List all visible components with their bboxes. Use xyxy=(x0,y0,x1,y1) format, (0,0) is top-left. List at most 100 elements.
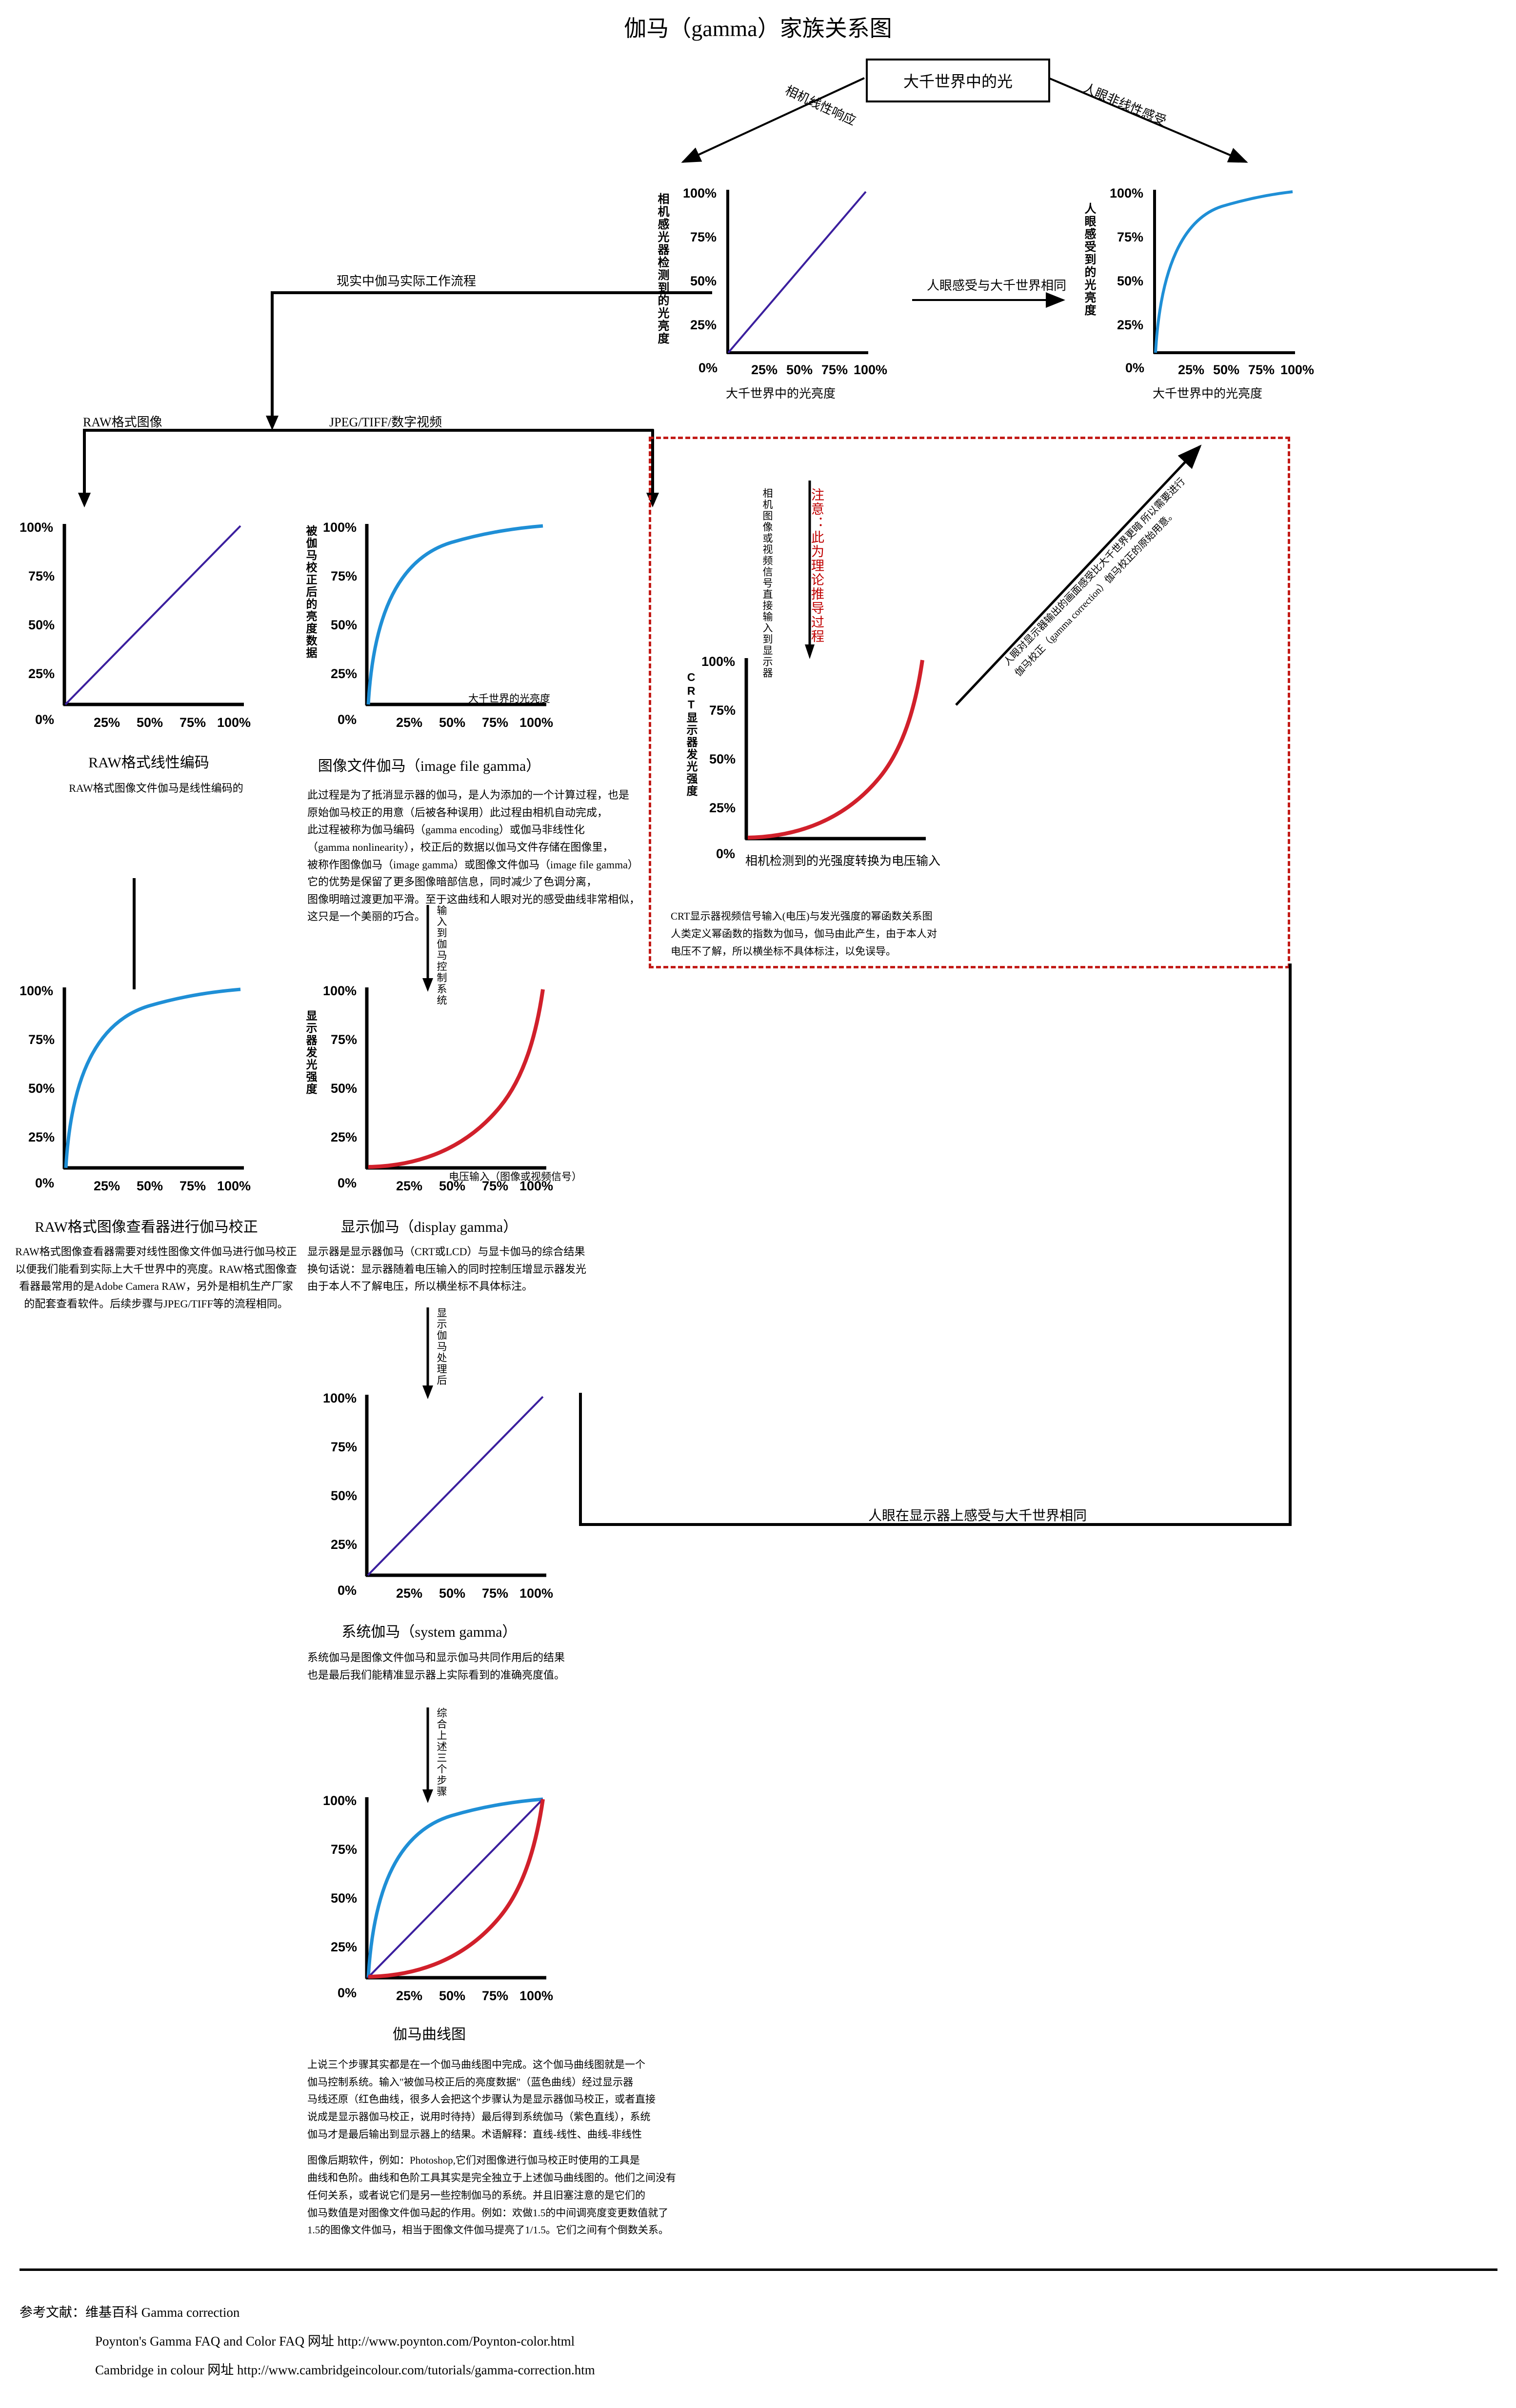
combined-xtick-50: 50% xyxy=(439,1988,466,2003)
system-body-line-1: 也是最后我们能精准显示器上实际看到的准确亮度值。 xyxy=(307,1668,565,1681)
camera-signal-direct-label: 相机图像或视频信号直接输入到显示器 xyxy=(761,488,773,679)
imgfile-ytick-75: 75% xyxy=(331,569,358,583)
combined-body-line-1: 伽马控制系统。输入"被伽马校正后的亮度数据"（蓝色曲线）经过显示器 xyxy=(307,2076,634,2088)
system-ytick-0: 0% xyxy=(338,1583,357,1598)
eye-xtick-75: 75% xyxy=(1248,362,1275,377)
imgfile-ytick-50: 50% xyxy=(331,618,358,632)
rawlin-ytick-0: 0% xyxy=(35,712,55,727)
imgfile-ytick-25: 25% xyxy=(331,666,358,681)
combined-body-line-10: 1.5的图像文件伽马，相当于图像文件伽马提亮了1/1.5。它们之间有个倒数关系。 xyxy=(307,2224,669,2236)
display-xtick-50: 50% xyxy=(439,1179,466,1193)
crt-ytick-50: 50% xyxy=(709,752,736,766)
crt-plot xyxy=(744,658,926,841)
system-ytick-75: 75% xyxy=(331,1440,358,1454)
eye-ytick-100: 100% xyxy=(1110,186,1144,201)
combined-body-line-2: 马线还原（红色曲线，很多人会把这个步骤认为是显示器伽马校正，或者直接 xyxy=(307,2093,656,2106)
branch-jpeg-label: JPEG/TIFF/数字视频 xyxy=(329,415,442,429)
system-plot xyxy=(365,1395,546,1577)
camera-xtick-75: 75% xyxy=(821,362,848,377)
camera-xtick-100: 100% xyxy=(854,362,888,377)
rawview-ytick-0: 0% xyxy=(35,1176,55,1190)
image-file-body-line-3: （gamma nonlinearity），校正后的数据以伽马文件存储在图像里， xyxy=(307,841,614,853)
imgfile-ytick-0: 0% xyxy=(338,712,357,727)
display-xtick-75: 75% xyxy=(482,1179,509,1193)
eye-xtick-25: 25% xyxy=(1178,362,1205,377)
imgfile-xtick-50: 50% xyxy=(439,715,466,730)
camera-ytick-100: 100% xyxy=(683,186,717,201)
crt-body-line-1: 人类定义幂函数的指数为伽马，伽马由此产生，由于本人对 xyxy=(671,928,937,940)
references-label: 参考文献： xyxy=(20,2305,85,2320)
rawlin-ytick-75: 75% xyxy=(28,569,55,583)
rawview-ytick-75: 75% xyxy=(28,1032,55,1047)
camera-ytick-75: 75% xyxy=(690,230,717,244)
rawview-plot xyxy=(62,987,244,1170)
raw-viewer-body-line-0: RAW格式图像查看器需要对线性图像文件伽马进行伽马校正 xyxy=(15,1245,297,1258)
combined-body-line-6: 图像后期软件，例如：Photoshop,它们对图像进行伽马校正时使用的工具是 xyxy=(307,2154,640,2167)
imgfile-plot xyxy=(365,524,546,706)
display-y-axis-label: 显示器发光强度 xyxy=(304,1010,317,1095)
raw-linear-body: RAW格式图像文件伽马是线性编码的 xyxy=(20,780,293,797)
page-title: 伽马（gamma）家族关系图 xyxy=(624,16,892,41)
rawview-ytick-100: 100% xyxy=(20,983,54,998)
rawlin-ytick-100: 100% xyxy=(20,520,54,535)
theory-notice-label: 注意：此为理论推导过程 xyxy=(809,488,824,643)
combined-ytick-75: 75% xyxy=(331,1842,358,1857)
imgfile-ytick-100: 100% xyxy=(323,520,357,535)
display-gamma-caption: 显示伽马（display gamma） xyxy=(340,1219,518,1235)
camera-xtick-50: 50% xyxy=(786,362,813,377)
rawview-ytick-25: 25% xyxy=(28,1130,55,1144)
system-ytick-100: 100% xyxy=(323,1391,357,1405)
eye-y-axis-label: 人眼感受到的光亮度 xyxy=(1082,202,1096,317)
system-gamma-body: 系统伽马是图像文件伽马和显示伽马共同作用后的结果 也是最后我们能精准显示器上实际… xyxy=(307,1649,658,1684)
system-ytick-50: 50% xyxy=(331,1488,358,1503)
raw-linear-to-viewer-connector xyxy=(133,878,136,989)
source-light-label: 大千世界中的光 xyxy=(903,73,1013,90)
rawlin-xtick-75: 75% xyxy=(180,715,206,730)
footer-divider xyxy=(20,2268,1497,2271)
image-file-body-line-5: 它的优势是保留了更多图像暗部信息，同时减少了色调分离， xyxy=(307,876,598,888)
eye-ytick-0: 0% xyxy=(1125,361,1145,375)
combined-body-line-4: 伽马才是最后输出到显示器上的结果。术语解释：直线-线性、曲线-非线性 xyxy=(307,2128,642,2140)
system-xtick-75: 75% xyxy=(482,1586,509,1601)
crt-body-line-0: CRT显示器视频信号输入(电压)与发光强度的幂函数关系图 xyxy=(671,910,933,922)
display-to-system-connector xyxy=(422,1307,433,1399)
image-file-caption: 图像文件伽马（image file gamma） xyxy=(318,758,541,774)
display-body-line-2: 由于本人不了解电压，所以横坐标不具体标注。 xyxy=(307,1280,533,1293)
display-xtick-25: 25% xyxy=(396,1179,423,1193)
imgfile-xtick-75: 75% xyxy=(482,715,509,730)
combined-body-line-7: 曲线和色阶。曲线和色阶工具其实是完全独立于上述伽马曲线图的。他们之间没有 xyxy=(307,2172,676,2184)
eye-ytick-50: 50% xyxy=(1117,274,1144,288)
image-file-body-line-1: 原始伽马校正的用意（后被各种误用）此过程由相机自动完成， xyxy=(307,806,608,819)
system-xtick-100: 100% xyxy=(519,1586,554,1601)
rawview-xtick-100: 100% xyxy=(217,1179,251,1193)
imgfile-y-axis-label: 被伽马校正后的亮度数据 xyxy=(304,525,317,659)
combined-ytick-25: 25% xyxy=(331,1940,358,1954)
combined-ytick-50: 50% xyxy=(331,1891,358,1906)
display-body-line-0: 显示器是显示器伽马（CRT或LCD）与显卡伽马的综合结果 xyxy=(307,1245,585,1258)
reference-item-0: 维基百科 Gamma correction xyxy=(85,2305,240,2320)
combined-gamma-body: 上说三个步骤其实都是在一个伽马曲线图中完成。这个伽马曲线图就是一个 伽马控制系统… xyxy=(307,2056,795,2239)
eye-plot xyxy=(1153,190,1295,354)
display-gamma-body: 显示器是显示器伽马（CRT或LCD）与显卡伽马的综合结果 换句话说：显示器随着电… xyxy=(307,1243,658,1295)
raw-linear-body-line-0: RAW格式图像文件伽马是线性编码的 xyxy=(69,782,243,794)
combined-body-line-3: 说成是显示器伽马校正，说用时待持）最后得到系统伽马（紫色直线），系统 xyxy=(307,2111,651,2123)
crt-body-line-2: 电压不了解，所以横坐标不具体标注，以免误导。 xyxy=(671,945,896,958)
eye-monitor-same-connector xyxy=(579,963,1292,1526)
system-to-combined-connector xyxy=(422,1707,433,1803)
eye-same-arrow xyxy=(912,292,1065,308)
image-file-body: 此过程是为了抵消显示器的伽马，是人为添加的一个计算过程，也是 原始伽马校正的用意… xyxy=(307,786,658,925)
display-ytick-0: 0% xyxy=(338,1176,357,1190)
gamma-correction-diagonal-arrow xyxy=(955,444,1202,706)
display-plot xyxy=(365,987,546,1170)
display-ytick-50: 50% xyxy=(331,1081,358,1096)
camera-x-axis-label: 大千世界中的光亮度 xyxy=(726,387,836,401)
rawlin-plot xyxy=(62,524,244,706)
crt-ytick-25: 25% xyxy=(709,801,736,815)
imgfile-to-display-connector xyxy=(422,905,433,992)
crt-y-axis-label: CRT显示器发光强度 xyxy=(685,671,698,797)
workflow-label: 现实中伽马实际工作流程 xyxy=(337,274,477,288)
image-file-body-line-2: 此过程被称为伽马编码（gamma encoding）或伽马非线性化 xyxy=(307,823,585,836)
reference-item-2: Cambridge in colour 网址 http://www.cambri… xyxy=(95,2363,595,2377)
source-light-box: 大千世界中的光 xyxy=(866,59,1050,102)
image-file-body-line-0: 此过程是为了抵消显示器的伽马，是人为添加的一个计算过程，也是 xyxy=(307,789,630,801)
